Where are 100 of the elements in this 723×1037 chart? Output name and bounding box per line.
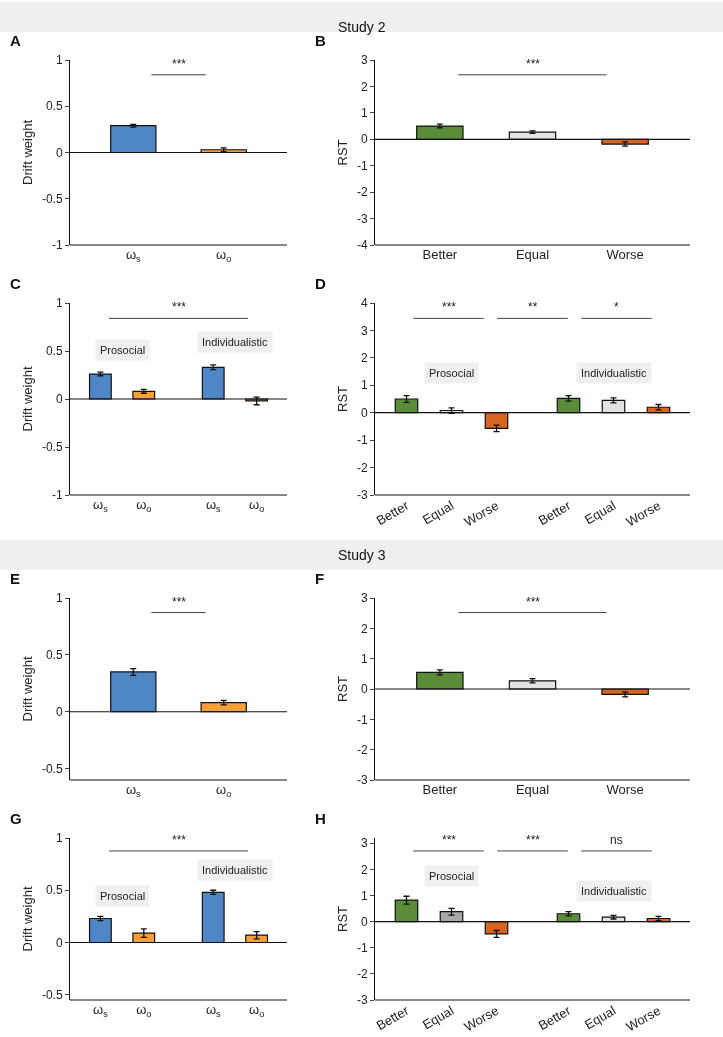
x-tick-label: ω$_{o}$: [216, 782, 232, 799]
y-tick-label: 1: [360, 378, 368, 393]
annotation: ***: [526, 595, 541, 609]
y-tick-label: -3: [356, 211, 368, 226]
y-tick-label: 3: [360, 323, 368, 338]
y-tick-label: 0: [55, 392, 63, 407]
y-tick-label: 1: [360, 106, 368, 121]
y-tick-label: 1: [55, 296, 63, 311]
x-tick-label: ω$_{o}$: [136, 1002, 152, 1019]
annotation: ***: [442, 300, 457, 314]
y-axis-title: RST: [334, 139, 350, 166]
chart-title: E: [10, 570, 21, 587]
y-axis-title: Drift weight: [19, 119, 35, 186]
x-tick-label: Better: [422, 782, 458, 797]
text: Study 2: [338, 19, 386, 35]
y-tick-label: -2: [356, 185, 368, 200]
y-tick-label: -1: [51, 238, 63, 253]
x-tick-label: ω$_{s}$: [93, 1002, 109, 1019]
y-tick-label: -3: [356, 488, 368, 503]
chart-title: D: [315, 275, 326, 292]
y-tick-label: -1: [356, 158, 368, 173]
y-tick-label: 1: [360, 888, 368, 903]
annotation: ***: [172, 300, 187, 314]
series-label: Prosocial: [429, 870, 475, 882]
text: Prosocial: [429, 367, 475, 379]
y-tick-label: -2: [356, 742, 368, 757]
y-tick-label: 0.5: [45, 99, 63, 114]
x-tick-label: ω$_{o}$: [216, 247, 232, 264]
annotation: ***: [172, 833, 187, 847]
x-tick-label: Equal: [515, 247, 550, 262]
annotation: *: [614, 300, 619, 314]
series-label: Individualistic: [202, 864, 268, 876]
y-tick-label: 0: [360, 914, 368, 929]
series-label: Prosocial: [100, 890, 146, 902]
y-tick-label: 2: [360, 862, 368, 877]
series-label: Individualistic: [581, 885, 647, 897]
y-tick-label: 3: [360, 591, 368, 606]
annotation: ns: [610, 833, 623, 847]
y-tick-label: -0.5: [41, 761, 63, 776]
x-tick-label: ω$_{s}$: [205, 1002, 222, 1019]
chart-title: B: [315, 32, 326, 49]
series-label: Individualistic: [581, 367, 647, 379]
chart-title: G: [10, 810, 22, 827]
annotation: ***: [526, 57, 541, 71]
y-tick-label: 0.5: [45, 883, 63, 898]
y-tick-label: 1: [55, 591, 63, 606]
x-tick-label: ω$_{s}$: [205, 497, 222, 514]
y-tick-label: -2: [356, 460, 368, 475]
series-label: Prosocial: [100, 344, 146, 356]
y-tick-label: -1: [356, 940, 368, 955]
y-tick-label: 0: [55, 935, 63, 950]
y-axis-title: Drift weight: [19, 886, 35, 952]
y-tick-label: 3: [360, 836, 368, 851]
y-tick-label: -1: [356, 712, 368, 727]
y-tick-label: 0: [360, 682, 368, 697]
y-tick-label: -0.5: [41, 191, 63, 206]
y-tick-label: 4: [360, 296, 368, 311]
x-tick-label: Worse: [606, 782, 644, 797]
x-tick-label: ω$_{o}$: [136, 497, 152, 514]
y-tick-label: 0: [360, 132, 368, 147]
y-tick-label: -0.5: [41, 440, 63, 455]
series-label: Individualistic: [202, 336, 268, 348]
y-tick-label: 2: [360, 621, 368, 636]
y-tick-label: 0: [360, 405, 368, 420]
y-tick-label: 1: [55, 831, 63, 846]
annotation: ***: [442, 833, 457, 847]
x-tick-label: Worse: [606, 247, 644, 262]
x-tick-label: ω$_{s}$: [125, 247, 142, 264]
x-tick-label: Equal: [515, 782, 550, 797]
y-tick-label: 0.5: [45, 648, 63, 663]
x-tick-label: Better: [422, 247, 458, 262]
chart-title: F: [315, 570, 325, 587]
x-tick-label: ω$_{s}$: [125, 782, 142, 799]
y-axis-title: Drift weight: [19, 656, 35, 722]
annotation: ***: [172, 595, 187, 609]
y-axis-title: RST: [334, 675, 350, 702]
y-tick-label: -2: [356, 967, 368, 982]
y-tick-label: -4: [356, 238, 368, 253]
x-tick-label: ω$_{o}$: [249, 1002, 265, 1019]
y-tick-label: 2: [360, 351, 368, 366]
y-tick-label: -3: [356, 993, 368, 1008]
y-tick-label: -0.5: [41, 987, 63, 1002]
x-tick-label: ω$_{o}$: [249, 497, 265, 514]
annotation: ***: [172, 57, 187, 71]
y-tick-label: 0: [55, 704, 63, 719]
chart-title: C: [10, 275, 21, 292]
y-tick-label: 1: [360, 651, 368, 666]
y-tick-label: 0: [55, 145, 63, 160]
y-tick-label: 1: [55, 53, 63, 68]
y-tick-label: 2: [360, 79, 368, 94]
annotation: ***: [526, 833, 541, 847]
y-axis-title: RST: [334, 905, 350, 932]
annotation: **: [528, 300, 538, 314]
chart-title: A: [10, 32, 21, 49]
y-axis-title: RST: [334, 385, 350, 412]
y-tick-label: -3: [356, 773, 368, 788]
text: Study 3: [338, 547, 386, 563]
y-tick-label: 0.5: [45, 344, 63, 359]
x-tick-label: ω$_{s}$: [93, 497, 109, 514]
y-tick-label: -1: [51, 488, 63, 503]
